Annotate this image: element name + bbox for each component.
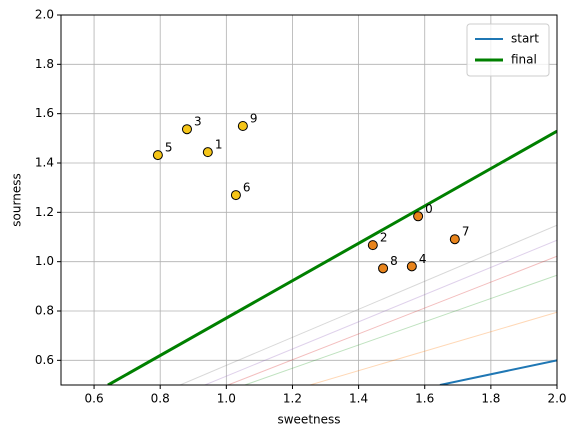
point-label: 2	[380, 231, 388, 245]
y-tick-label: 1.4	[35, 156, 54, 170]
point	[449, 234, 460, 245]
y-tick-label: 1.0	[35, 254, 54, 268]
point-label: 5	[165, 141, 173, 155]
x-tick-label: 1.6	[415, 392, 434, 406]
y-tick-label: 1.6	[35, 106, 54, 120]
x-tick-label: 1.8	[481, 392, 500, 406]
x-tick-label: 0.8	[151, 392, 170, 406]
x-tick-label: 1.4	[349, 392, 368, 406]
x-tick-label: 1.2	[283, 392, 302, 406]
y-tick-label: 0.6	[35, 353, 54, 367]
point	[181, 124, 192, 135]
point	[367, 240, 378, 251]
point-label: 8	[390, 254, 398, 268]
point	[152, 150, 163, 161]
line	[204, 239, 557, 385]
point-label: 3	[194, 115, 202, 129]
y-axis-label: sourness	[10, 173, 24, 226]
point	[230, 190, 241, 201]
axes-frame	[60, 14, 558, 386]
x-tick-label: 0.6	[85, 392, 104, 406]
x-tick-label: 2.0	[547, 392, 566, 406]
legend-label: final	[511, 53, 537, 67]
legend-label: start	[511, 32, 539, 46]
point-label: 1	[215, 138, 223, 152]
point-label: 0	[425, 202, 433, 216]
point-label: 7	[462, 225, 470, 239]
line	[309, 311, 557, 385]
line	[439, 359, 557, 385]
point	[413, 211, 424, 222]
point	[378, 263, 389, 274]
y-tick-label: 1.8	[35, 57, 54, 71]
line	[227, 255, 557, 385]
x-tick-label: 1.0	[217, 392, 236, 406]
y-tick-label: 2.0	[35, 8, 54, 22]
y-tick-label: 0.8	[35, 304, 54, 318]
point	[237, 121, 248, 131]
legend-box	[466, 23, 550, 77]
point	[406, 261, 417, 272]
x-axis-label: sweetness	[277, 413, 340, 427]
point-label: 9	[250, 112, 258, 126]
line	[244, 274, 557, 385]
plot-area	[107, 121, 557, 385]
point	[202, 147, 213, 158]
line	[179, 224, 557, 385]
point-label: 6	[243, 181, 251, 195]
point-label: 4	[419, 252, 427, 266]
line	[107, 129, 557, 385]
y-tick-label: 1.2	[35, 205, 54, 219]
